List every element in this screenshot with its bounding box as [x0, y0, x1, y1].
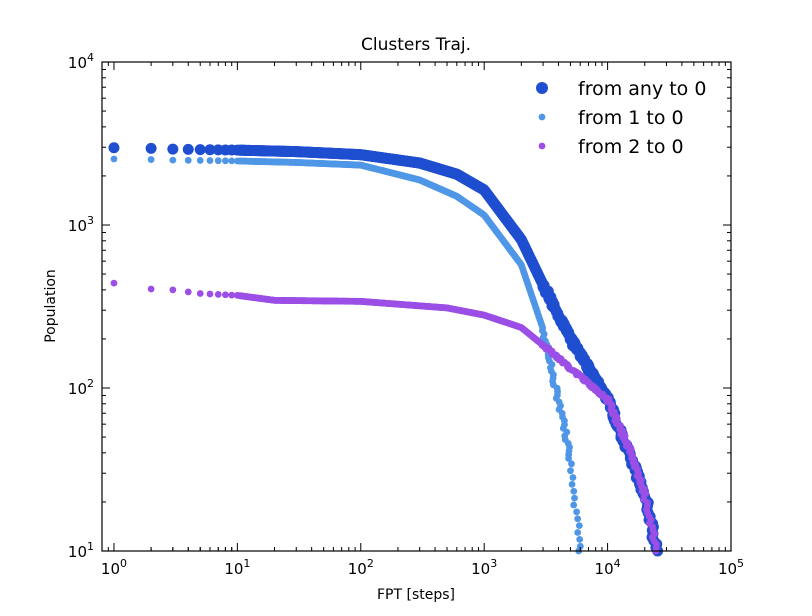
- data-point: [197, 157, 204, 164]
- data-point: [571, 495, 578, 502]
- data-point: [222, 157, 229, 164]
- x-tick-label: 100: [101, 557, 127, 578]
- data-point: [167, 144, 178, 155]
- data-marks: [108, 142, 663, 556]
- data-point: [185, 157, 192, 164]
- legend-label: from any to 0: [578, 78, 706, 100]
- chart-title: Clusters Traj.: [361, 35, 471, 55]
- data-point: [197, 290, 204, 297]
- legend-marker: [536, 82, 548, 94]
- data-point: [169, 157, 176, 164]
- data-point: [574, 515, 581, 522]
- legend-label: from 2 to 0: [578, 136, 684, 158]
- x-tick-label: 102: [348, 557, 374, 578]
- y-tick-label: 104: [68, 51, 94, 72]
- data-point: [568, 460, 575, 467]
- data-point: [195, 144, 206, 155]
- data-point: [111, 280, 118, 287]
- x-tick-label: 105: [718, 557, 744, 578]
- x-tick-label: 104: [595, 557, 621, 578]
- y-tick-label: 103: [68, 214, 94, 235]
- legend-label: from 1 to 0: [578, 107, 684, 129]
- legend-marker: [539, 114, 546, 121]
- series-0: [108, 142, 663, 556]
- chart: Clusters Traj. FPT [steps] Population 10…: [0, 0, 812, 612]
- data-point: [570, 474, 577, 481]
- data-point: [146, 143, 157, 154]
- data-point: [108, 142, 119, 153]
- x-tick-label: 103: [471, 557, 497, 578]
- data-point: [222, 291, 229, 298]
- data-point: [207, 291, 214, 298]
- x-axis-label: FPT [steps]: [377, 587, 455, 603]
- data-point: [574, 529, 581, 536]
- data-point: [185, 289, 192, 296]
- data-point: [576, 536, 583, 543]
- y-axis-label: Population: [43, 269, 59, 343]
- data-point: [183, 144, 194, 155]
- data-point: [111, 156, 118, 163]
- data-point: [169, 286, 176, 293]
- data-point: [569, 481, 576, 488]
- data-point: [148, 286, 155, 293]
- data-point: [573, 508, 580, 515]
- series-1: [111, 156, 584, 555]
- y-tick-label: 102: [68, 377, 94, 398]
- x-tick-label: 101: [224, 557, 250, 578]
- legend: from any to 0 from 1 to 0 from 2 to 0: [536, 78, 706, 158]
- legend-marker: [539, 143, 546, 150]
- data-point: [207, 157, 214, 164]
- data-point: [215, 157, 222, 164]
- data-point: [148, 156, 155, 163]
- data-point: [567, 467, 574, 474]
- data-point: [576, 522, 583, 529]
- data-point: [570, 488, 577, 495]
- data-point: [570, 502, 577, 509]
- data-point: [215, 291, 222, 298]
- y-tick-label: 101: [68, 540, 94, 561]
